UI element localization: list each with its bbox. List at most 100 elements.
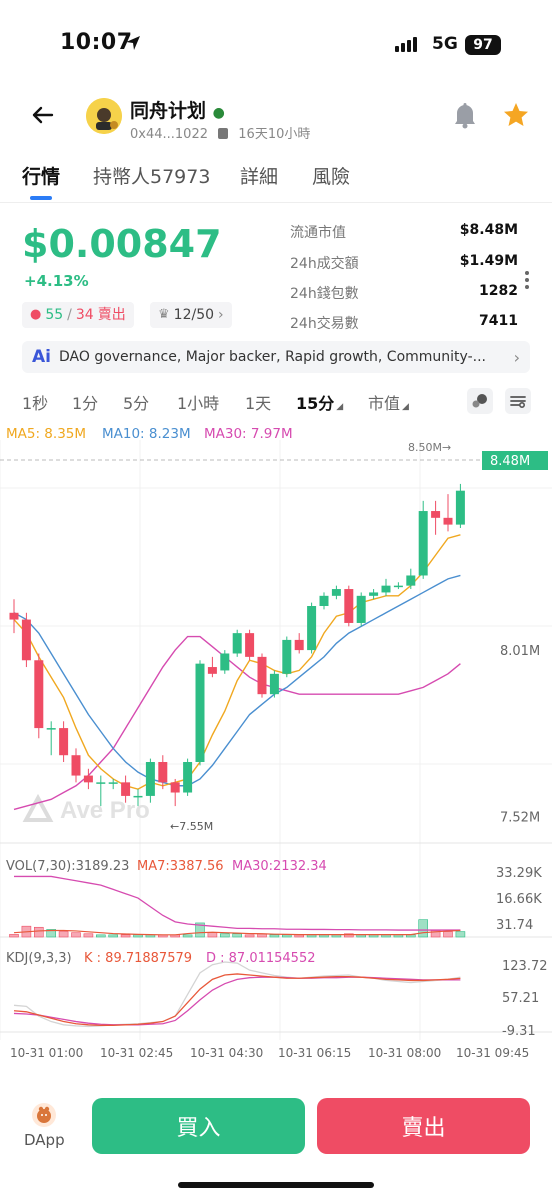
volume-bar (281, 934, 292, 938)
ai-badge-icon: Ai (32, 347, 51, 367)
current-value-label: 8.48M (490, 454, 530, 469)
ma5-line (13, 534, 461, 790)
y-tick-label: 7.52M (500, 810, 540, 825)
price-change: +4.13% (24, 272, 89, 290)
indicator-toggle-button[interactable] (467, 388, 493, 414)
kdj-k-line (13, 973, 461, 1026)
candle-body (183, 762, 193, 793)
candle-body (418, 511, 428, 576)
candle-body (381, 585, 391, 593)
volume-bar (46, 929, 57, 938)
candle-body (331, 589, 341, 596)
kdj-y-tick: 57.21 (502, 991, 539, 1006)
x-tick-label: 10-31 08:00 (368, 1046, 441, 1060)
volume-bar (269, 934, 280, 938)
buy-button[interactable]: 買入 (92, 1098, 305, 1154)
ma-lines (13, 534, 461, 811)
dapp-icon[interactable] (32, 1103, 56, 1127)
ma5-legend: MA5: 8.35M (6, 426, 87, 442)
volume-bar (195, 922, 205, 938)
candle-body (443, 517, 453, 525)
frog-icon: ● (212, 105, 225, 121)
candle-body (96, 782, 106, 784)
candle-body (158, 762, 168, 783)
high-marker-label: 8.50M→ (408, 441, 451, 454)
candle-body (269, 673, 279, 695)
token-name: 同舟计划 ● (130, 100, 225, 122)
timeframe-1m[interactable]: 1分 (72, 394, 99, 413)
volume-ma30-line (14, 875, 461, 931)
candle-body (145, 762, 155, 796)
token-address-row: 0x44...1022 16天10小時 (130, 123, 310, 142)
metric-selector[interactable]: 市值 ◢ (368, 394, 409, 413)
volume-ma7-legend: MA7:3387.56 (137, 859, 224, 874)
current-price: $0.00847 (22, 222, 222, 266)
x-tick-label: 10-31 06:15 (278, 1046, 351, 1060)
volume-bar (120, 934, 131, 938)
price-chart[interactable]: Ave Pro 8.01M 7.52M 8.48M 8.50M→ ←7.55M VOL(… (0, 440, 552, 1065)
chart-settings-button[interactable] (505, 388, 531, 414)
back-arrow-icon[interactable] (28, 100, 58, 130)
dropdown-caret-icon: ◢ (402, 402, 409, 412)
kdj-legend: KDJ(9,3,3) (6, 951, 72, 966)
dropdown-caret-icon: ◢ (336, 402, 344, 412)
money-bag-icon: ● (30, 307, 42, 322)
tab-risk[interactable]: 風險 (312, 166, 351, 188)
tab-market[interactable]: 行情 (22, 166, 61, 188)
watermark-text: Ave Pro (60, 797, 150, 824)
token-address[interactable]: 0x44...1022 (130, 127, 208, 142)
sell-count: 34 (75, 307, 94, 323)
active-tab-indicator (30, 196, 52, 200)
timeframe-1s[interactable]: 1秒 (22, 394, 49, 413)
timeframe-15m[interactable]: 15分 ◢ (296, 394, 344, 413)
kdj-d-line (13, 976, 461, 1026)
candle-body (257, 656, 267, 695)
candle-body (369, 592, 379, 596)
ai-summary-text: DAO governance, Major backer, Rapid grow… (58, 349, 486, 365)
volume-y-tick: 16.66K (496, 892, 542, 907)
volume-bar (9, 934, 19, 938)
low-marker-label: ←7.55M (170, 820, 213, 833)
volume-legend: VOL(7,30):3189.23 (6, 859, 129, 874)
token-avatar (86, 98, 122, 134)
y-tick-label: 8.01M (500, 644, 540, 659)
status-time: 10:07 (60, 30, 133, 55)
timeframe-1d[interactable]: 1天 (245, 394, 272, 413)
volume-bar (83, 933, 94, 938)
candle-body (294, 639, 304, 651)
chevron-right-icon: › (218, 307, 224, 323)
candle-body (21, 619, 31, 661)
sell-button[interactable]: 賣出 (317, 1098, 530, 1154)
stat-value-volume: $1.49M (459, 253, 518, 269)
copy-icon[interactable] (218, 128, 229, 139)
volume-bar (455, 931, 466, 938)
tabs-divider (0, 202, 552, 203)
bell-icon[interactable] (452, 101, 478, 129)
dapp-label[interactable]: DApp (24, 1131, 65, 1149)
candle-body (245, 633, 255, 657)
kdj-k-legend: K : 89.71887579 (84, 951, 192, 966)
rank-chip[interactable]: ♛ 12/50 › (150, 302, 232, 328)
timeframe-1h[interactable]: 1小時 (177, 394, 220, 413)
buy-sell-count-chip[interactable]: ● 55/34 賣出 (22, 302, 134, 328)
battery-indicator: 97 (465, 35, 501, 55)
ma10-line (13, 574, 461, 787)
timeframe-5m[interactable]: 5分 (123, 394, 150, 413)
stat-label-wallets: 24h錢包數 (290, 286, 359, 302)
tab-holders[interactable]: 持幣人57973 (93, 166, 211, 188)
more-options-icon[interactable] (524, 268, 530, 292)
volume-bar (96, 934, 106, 938)
stat-value-market-cap: $8.48M (459, 222, 518, 238)
watermark-logo (22, 793, 54, 822)
favorite-star-icon[interactable] (502, 101, 530, 129)
tab-details[interactable]: 詳細 (240, 166, 279, 188)
volume-y-tick: 33.29K (496, 866, 542, 881)
volume-bar (418, 919, 429, 938)
stat-value-trades: 7411 (479, 313, 518, 329)
kdj-y-tick: 123.72 (502, 959, 548, 974)
x-axis: 10-31 01:00 10-31 02:45 10-31 04:30 10-31 0… (10, 1046, 529, 1060)
volume-bar (133, 934, 143, 938)
ai-summary-bar[interactable]: Ai DAO governance, Major backer, Rapid g… (22, 341, 530, 373)
watermark: Ave Pro (22, 793, 150, 824)
candles (9, 483, 465, 807)
